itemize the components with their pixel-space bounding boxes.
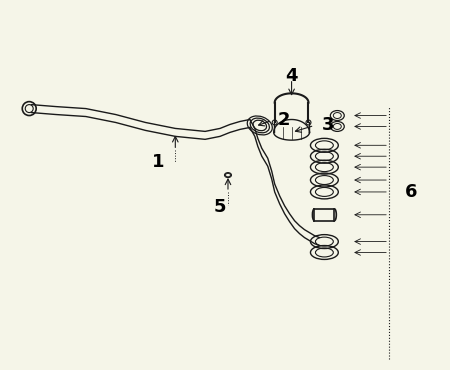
- Text: 1: 1: [152, 153, 165, 171]
- Text: 4: 4: [285, 67, 298, 85]
- Text: 6: 6: [405, 183, 417, 201]
- Text: 5: 5: [214, 198, 226, 216]
- Text: 2: 2: [278, 111, 290, 130]
- Text: 3: 3: [321, 117, 334, 134]
